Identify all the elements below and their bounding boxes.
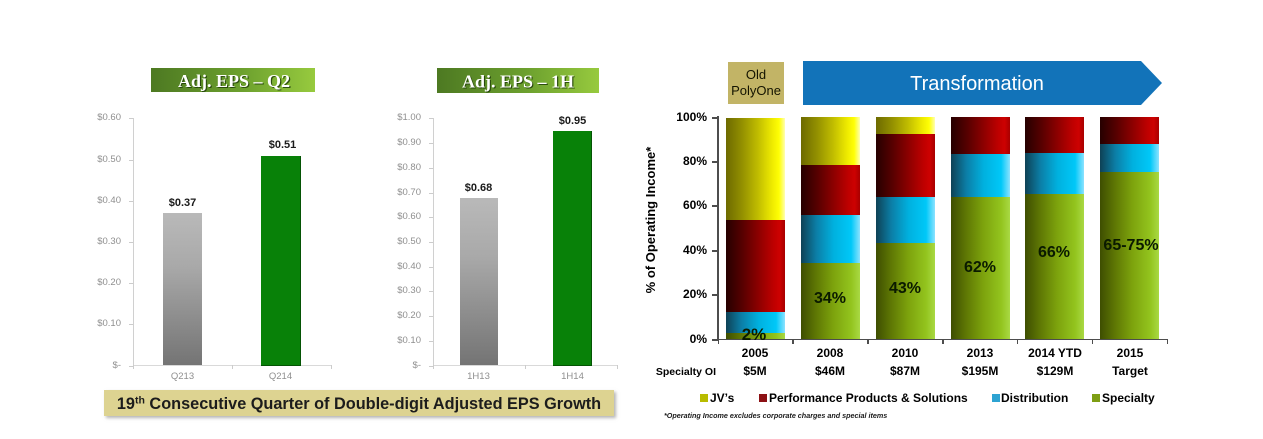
svg-text:Adj. EPS – Q2: Adj. EPS – Q2 xyxy=(179,72,291,92)
svg-text:Adj. EPS – 1H: Adj. EPS – 1H xyxy=(462,71,574,91)
svg-text:Adj. EPS – 1H: Adj. EPS – 1H xyxy=(463,73,575,93)
svg-text:19th Consecutive Quarter of Do: 19th Consecutive Quarter of Double-digit… xyxy=(117,395,601,414)
svg-text:Adj. EPS – Q2: Adj. EPS – Q2 xyxy=(178,71,290,91)
svg-text:Transformation: Transformation xyxy=(910,73,1044,95)
